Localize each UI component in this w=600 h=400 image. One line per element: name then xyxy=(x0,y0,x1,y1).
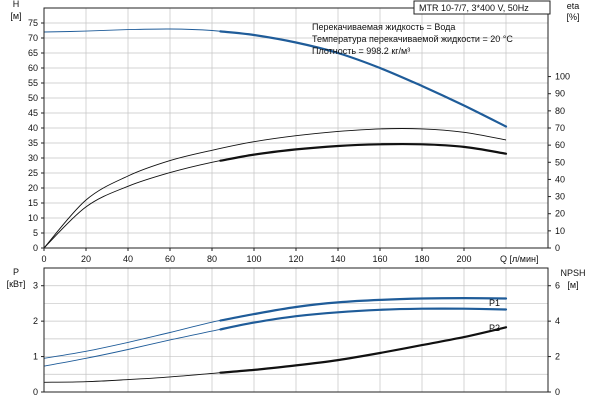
top-curve-0-operating xyxy=(219,30,508,128)
eta-tick-label: 40 xyxy=(555,174,565,184)
h-tick-label: 50 xyxy=(28,93,38,103)
npsh-tick-label: 4 xyxy=(555,316,560,326)
h-tick-label: 65 xyxy=(28,48,38,58)
q-tick-label: 40 xyxy=(123,254,133,264)
p-axis-label: P xyxy=(13,267,19,277)
npsh-axis-unit: [м] xyxy=(567,280,578,290)
h-tick-label: 40 xyxy=(28,123,38,133)
model-box xyxy=(413,0,551,15)
h-axis-ticks: 0 5 10 15 20 25 30 35 40 45 50 55 60 65 70 75 xyxy=(28,18,44,253)
q-tick-label: 140 xyxy=(330,254,345,264)
q-tick-label: 60 xyxy=(165,254,175,264)
npsh-tick-label: 0 xyxy=(555,387,560,397)
q-tick-label: 180 xyxy=(414,254,429,264)
top-curve-1-thin xyxy=(43,128,507,249)
head-efficiency-panel: 0 5 10 15 20 25 30 35 40 45 50 55 60 65 70 75 0 10 20 30 40… xyxy=(10,0,579,264)
h-tick-label: 5 xyxy=(33,228,38,238)
bottom-curve-0-thin xyxy=(43,297,507,359)
eta-tick-label: 70 xyxy=(555,123,565,133)
h-tick-label: 0 xyxy=(33,243,38,253)
p1-series-label: P1 xyxy=(489,298,500,308)
bottom-curve-1-thin xyxy=(43,308,507,367)
p-tick-label: 1 xyxy=(33,352,38,362)
q-tick-label: 100 xyxy=(246,254,261,264)
bottom-curve-0-operating xyxy=(219,296,508,322)
eta-tick-label: 20 xyxy=(555,209,565,219)
h-tick-label: 25 xyxy=(28,168,38,178)
h-tick-label: 70 xyxy=(28,33,38,43)
power-npsh-panel: 0 1 2 3 0 2 4 6 P [кВт] NPSH [м] P1 P2 xyxy=(7,267,586,397)
npsh-axis-label: NPSH xyxy=(560,268,585,278)
npsh-tick-label: 6 xyxy=(555,281,560,291)
info-fluid: Перекачиваемая жидкость = Вода xyxy=(312,22,455,32)
bottom-grid xyxy=(43,267,549,393)
info-density: Плотность = 998.2 кг/м³ xyxy=(312,46,410,56)
h-tick-label: 55 xyxy=(28,78,38,88)
top-curve-2-operating xyxy=(219,142,508,162)
bottom-plot-frame xyxy=(43,267,549,393)
eta-axis-unit: [%] xyxy=(566,12,579,22)
h-tick-label: 30 xyxy=(28,153,38,163)
eta-tick-label: 50 xyxy=(555,157,565,167)
h-tick-label: 75 xyxy=(28,18,38,28)
top-grid xyxy=(43,7,549,249)
q-tick-label: 200 xyxy=(456,254,471,264)
eta-tick-label: 0 xyxy=(555,243,560,253)
q-tick-label: 120 xyxy=(288,254,303,264)
p-tick-label: 3 xyxy=(33,281,38,291)
p-axis-ticks: 0 1 2 3 xyxy=(33,281,44,397)
q-tick-label: 20 xyxy=(81,254,91,264)
h-tick-label: 10 xyxy=(28,213,38,223)
p-tick-label: 0 xyxy=(33,387,38,397)
p-axis-unit: [кВт] xyxy=(7,279,26,289)
eta-tick-label: 80 xyxy=(555,106,565,116)
eta-axis-ticks: 0 10 20 30 40 50 60 70 80 90 100 xyxy=(548,72,570,253)
h-axis-unit: [м] xyxy=(10,11,21,21)
eta-tick-label: 30 xyxy=(555,192,565,202)
info-temperature: Температура перекачиваемой жидкости = 20… xyxy=(312,34,513,44)
npsh-axis-ticks: 0 2 4 6 xyxy=(548,281,560,397)
eta-tick-label: 100 xyxy=(555,72,570,82)
eta-axis-label: eta xyxy=(567,1,580,11)
top-curves xyxy=(43,28,508,249)
q-tick-label: 160 xyxy=(372,254,387,264)
q-axis-label: Q [л/мин] xyxy=(500,254,538,264)
h-tick-label: 20 xyxy=(28,183,38,193)
h-tick-label: 45 xyxy=(28,108,38,118)
h-axis-label: H xyxy=(13,0,20,9)
bottom-curves xyxy=(43,296,508,383)
bottom-curve-2-operating xyxy=(219,326,508,374)
eta-tick-label: 60 xyxy=(555,140,565,150)
top-curve-2-thin xyxy=(43,143,507,249)
p2-series-label: P2 xyxy=(489,323,500,333)
h-tick-label: 35 xyxy=(28,138,38,148)
model-label: MTR 10-7/7, 3*400 V, 50Hz xyxy=(419,3,529,13)
q-tick-label: 80 xyxy=(207,254,217,264)
h-tick-label: 60 xyxy=(28,63,38,73)
eta-tick-label: 90 xyxy=(555,89,565,99)
h-tick-label: 15 xyxy=(28,198,38,208)
bottom-curve-1-operating xyxy=(219,307,508,331)
p-tick-label: 2 xyxy=(33,316,38,326)
npsh-tick-label: 2 xyxy=(555,352,560,362)
q-axis-ticks: 0 20 40 60 80 100 120 140 160 180 200 xyxy=(41,248,472,264)
eta-tick-label: 10 xyxy=(555,226,565,236)
q-tick-label: 0 xyxy=(41,254,46,264)
